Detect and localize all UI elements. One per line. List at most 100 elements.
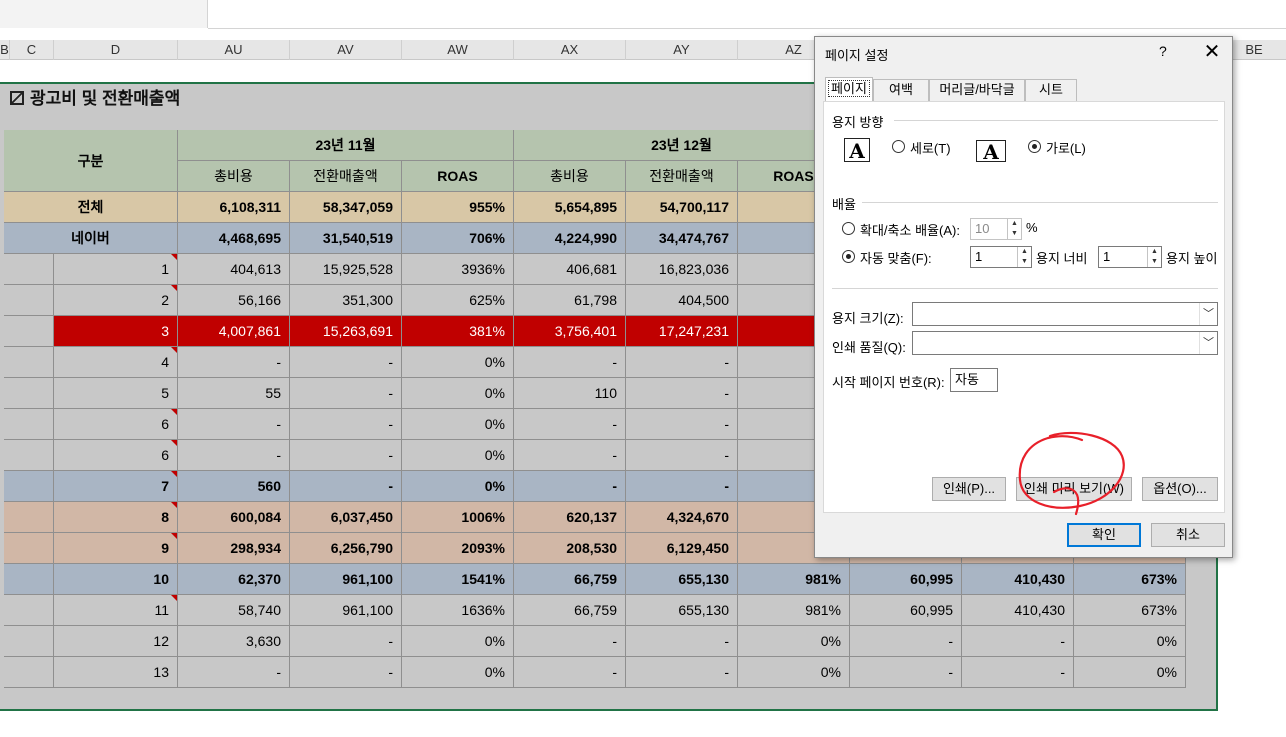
pages-tall-spinner[interactable]: 1 ▲ ▼ bbox=[1098, 246, 1162, 268]
row-indent-cell[interactable] bbox=[4, 347, 54, 378]
table-cell[interactable]: - bbox=[290, 378, 402, 409]
table-cell[interactable]: 0% bbox=[402, 626, 514, 657]
table-cell[interactable]: 955% bbox=[402, 192, 514, 223]
table-cell[interactable]: 6,129,450 bbox=[626, 533, 738, 564]
table-cell[interactable]: 0% bbox=[402, 657, 514, 688]
col-header-av[interactable]: AV bbox=[290, 40, 402, 60]
paper-size-select[interactable]: ﹀ bbox=[912, 302, 1218, 326]
table-cell[interactable]: - bbox=[290, 657, 402, 688]
row-label[interactable]: 4 bbox=[54, 347, 178, 378]
table-cell[interactable]: 673% bbox=[1074, 595, 1186, 626]
row-indent-cell[interactable] bbox=[4, 316, 54, 347]
table-cell[interactable]: 406,681 bbox=[514, 254, 626, 285]
table-cell[interactable]: - bbox=[290, 409, 402, 440]
table-cell[interactable]: 6,256,790 bbox=[290, 533, 402, 564]
table-cell[interactable]: 560 bbox=[178, 471, 290, 502]
row-label[interactable]: 13 bbox=[54, 657, 178, 688]
table-cell[interactable]: - bbox=[514, 626, 626, 657]
table-cell[interactable]: 54,700,117 bbox=[626, 192, 738, 223]
table-cell[interactable]: 981% bbox=[738, 595, 850, 626]
table-cell[interactable]: 1636% bbox=[402, 595, 514, 626]
table-cell[interactable]: 0% bbox=[738, 626, 850, 657]
row-label[interactable]: 1 bbox=[54, 254, 178, 285]
row-indent-cell[interactable] bbox=[4, 409, 54, 440]
row-label[interactable]: 8 bbox=[54, 502, 178, 533]
table-cell[interactable]: 706% bbox=[402, 223, 514, 254]
table-cell[interactable]: 2093% bbox=[402, 533, 514, 564]
table-cell[interactable]: 655,130 bbox=[626, 564, 738, 595]
row-label[interactable]: 5 bbox=[54, 378, 178, 409]
table-cell[interactable]: 3936% bbox=[402, 254, 514, 285]
table-cell[interactable]: - bbox=[514, 471, 626, 502]
table-cell[interactable]: 404,500 bbox=[626, 285, 738, 316]
header-metric[interactable]: 전환매출액 bbox=[626, 161, 738, 192]
comment-indicator-icon[interactable] bbox=[171, 285, 177, 291]
chevron-down-icon[interactable]: ﹀ bbox=[1199, 303, 1217, 325]
table-cell[interactable]: 15,925,528 bbox=[290, 254, 402, 285]
fit-to-radio[interactable] bbox=[842, 250, 855, 263]
col-header-be[interactable]: BE bbox=[1245, 42, 1263, 57]
adjust-to-radio[interactable] bbox=[842, 222, 855, 235]
table-cell[interactable]: 381% bbox=[402, 316, 514, 347]
table-cell[interactable]: 961,100 bbox=[290, 595, 402, 626]
spin-arrows-icon[interactable]: ▲ ▼ bbox=[1007, 219, 1021, 239]
comment-indicator-icon[interactable] bbox=[171, 440, 177, 446]
tab-margins[interactable]: 여백 bbox=[873, 79, 929, 101]
spin-arrows-icon[interactable]: ▲ ▼ bbox=[1147, 247, 1161, 267]
row-label[interactable]: 7 bbox=[54, 471, 178, 502]
table-cell[interactable]: 66,759 bbox=[514, 595, 626, 626]
table-cell[interactable]: - bbox=[626, 409, 738, 440]
table-cell[interactable]: - bbox=[514, 409, 626, 440]
row-label[interactable]: 3 bbox=[54, 316, 178, 347]
table-cell[interactable]: 208,530 bbox=[514, 533, 626, 564]
row-indent-cell[interactable] bbox=[4, 378, 54, 409]
table-cell[interactable]: - bbox=[626, 440, 738, 471]
table-cell[interactable]: - bbox=[850, 657, 962, 688]
tab-sheet[interactable]: 시트 bbox=[1025, 79, 1077, 101]
row-indent-cell[interactable] bbox=[4, 254, 54, 285]
fit-to-label[interactable]: 자동 맞춤(F): bbox=[860, 251, 932, 266]
name-box[interactable] bbox=[0, 0, 208, 28]
row-label[interactable]: 6 bbox=[54, 440, 178, 471]
col-header-ay[interactable]: AY bbox=[626, 40, 738, 60]
table-cell[interactable]: 110 bbox=[514, 378, 626, 409]
comment-indicator-icon[interactable] bbox=[171, 409, 177, 415]
table-cell[interactable]: 17,247,231 bbox=[626, 316, 738, 347]
table-cell[interactable]: 66,759 bbox=[514, 564, 626, 595]
row-label[interactable]: 11 bbox=[54, 595, 178, 626]
table-cell[interactable]: 0% bbox=[1074, 657, 1186, 688]
table-cell[interactable]: 1541% bbox=[402, 564, 514, 595]
table-cell[interactable]: - bbox=[850, 626, 962, 657]
portrait-radio[interactable] bbox=[892, 140, 905, 153]
table-cell[interactable]: 1006% bbox=[402, 502, 514, 533]
table-cell[interactable]: 0% bbox=[1074, 626, 1186, 657]
comment-indicator-icon[interactable] bbox=[171, 533, 177, 539]
first-page-number-input[interactable]: 자동 bbox=[950, 368, 998, 392]
header-metric[interactable]: 총비용 bbox=[178, 161, 290, 192]
table-cell[interactable]: 0% bbox=[402, 471, 514, 502]
row-indent-cell[interactable] bbox=[4, 657, 54, 688]
row-label[interactable]: 6 bbox=[54, 409, 178, 440]
table-cell[interactable]: - bbox=[626, 471, 738, 502]
comment-indicator-icon[interactable] bbox=[171, 502, 177, 508]
help-button[interactable]: ? bbox=[1159, 43, 1167, 59]
table-cell[interactable]: 404,613 bbox=[178, 254, 290, 285]
row-indent-cell[interactable] bbox=[4, 471, 54, 502]
landscape-radio[interactable] bbox=[1028, 140, 1041, 153]
table-cell[interactable]: 0% bbox=[402, 440, 514, 471]
cancel-button[interactable]: 취소 bbox=[1151, 523, 1225, 547]
table-cell[interactable]: 0% bbox=[402, 378, 514, 409]
table-cell[interactable]: 620,137 bbox=[514, 502, 626, 533]
table-cell[interactable]: 673% bbox=[1074, 564, 1186, 595]
col-header-au[interactable]: AU bbox=[178, 40, 290, 60]
table-cell[interactable]: 3,756,401 bbox=[514, 316, 626, 347]
table-cell[interactable]: 31,540,519 bbox=[290, 223, 402, 254]
table-cell[interactable]: 655,130 bbox=[626, 595, 738, 626]
table-cell[interactable]: 16,823,036 bbox=[626, 254, 738, 285]
comment-indicator-icon[interactable] bbox=[171, 347, 177, 353]
chevron-down-icon[interactable]: ﹀ bbox=[1199, 332, 1217, 354]
table-cell[interactable]: 15,263,691 bbox=[290, 316, 402, 347]
row-indent-cell[interactable] bbox=[4, 564, 54, 595]
table-cell[interactable]: 4,468,695 bbox=[178, 223, 290, 254]
row-indent-cell[interactable] bbox=[4, 626, 54, 657]
